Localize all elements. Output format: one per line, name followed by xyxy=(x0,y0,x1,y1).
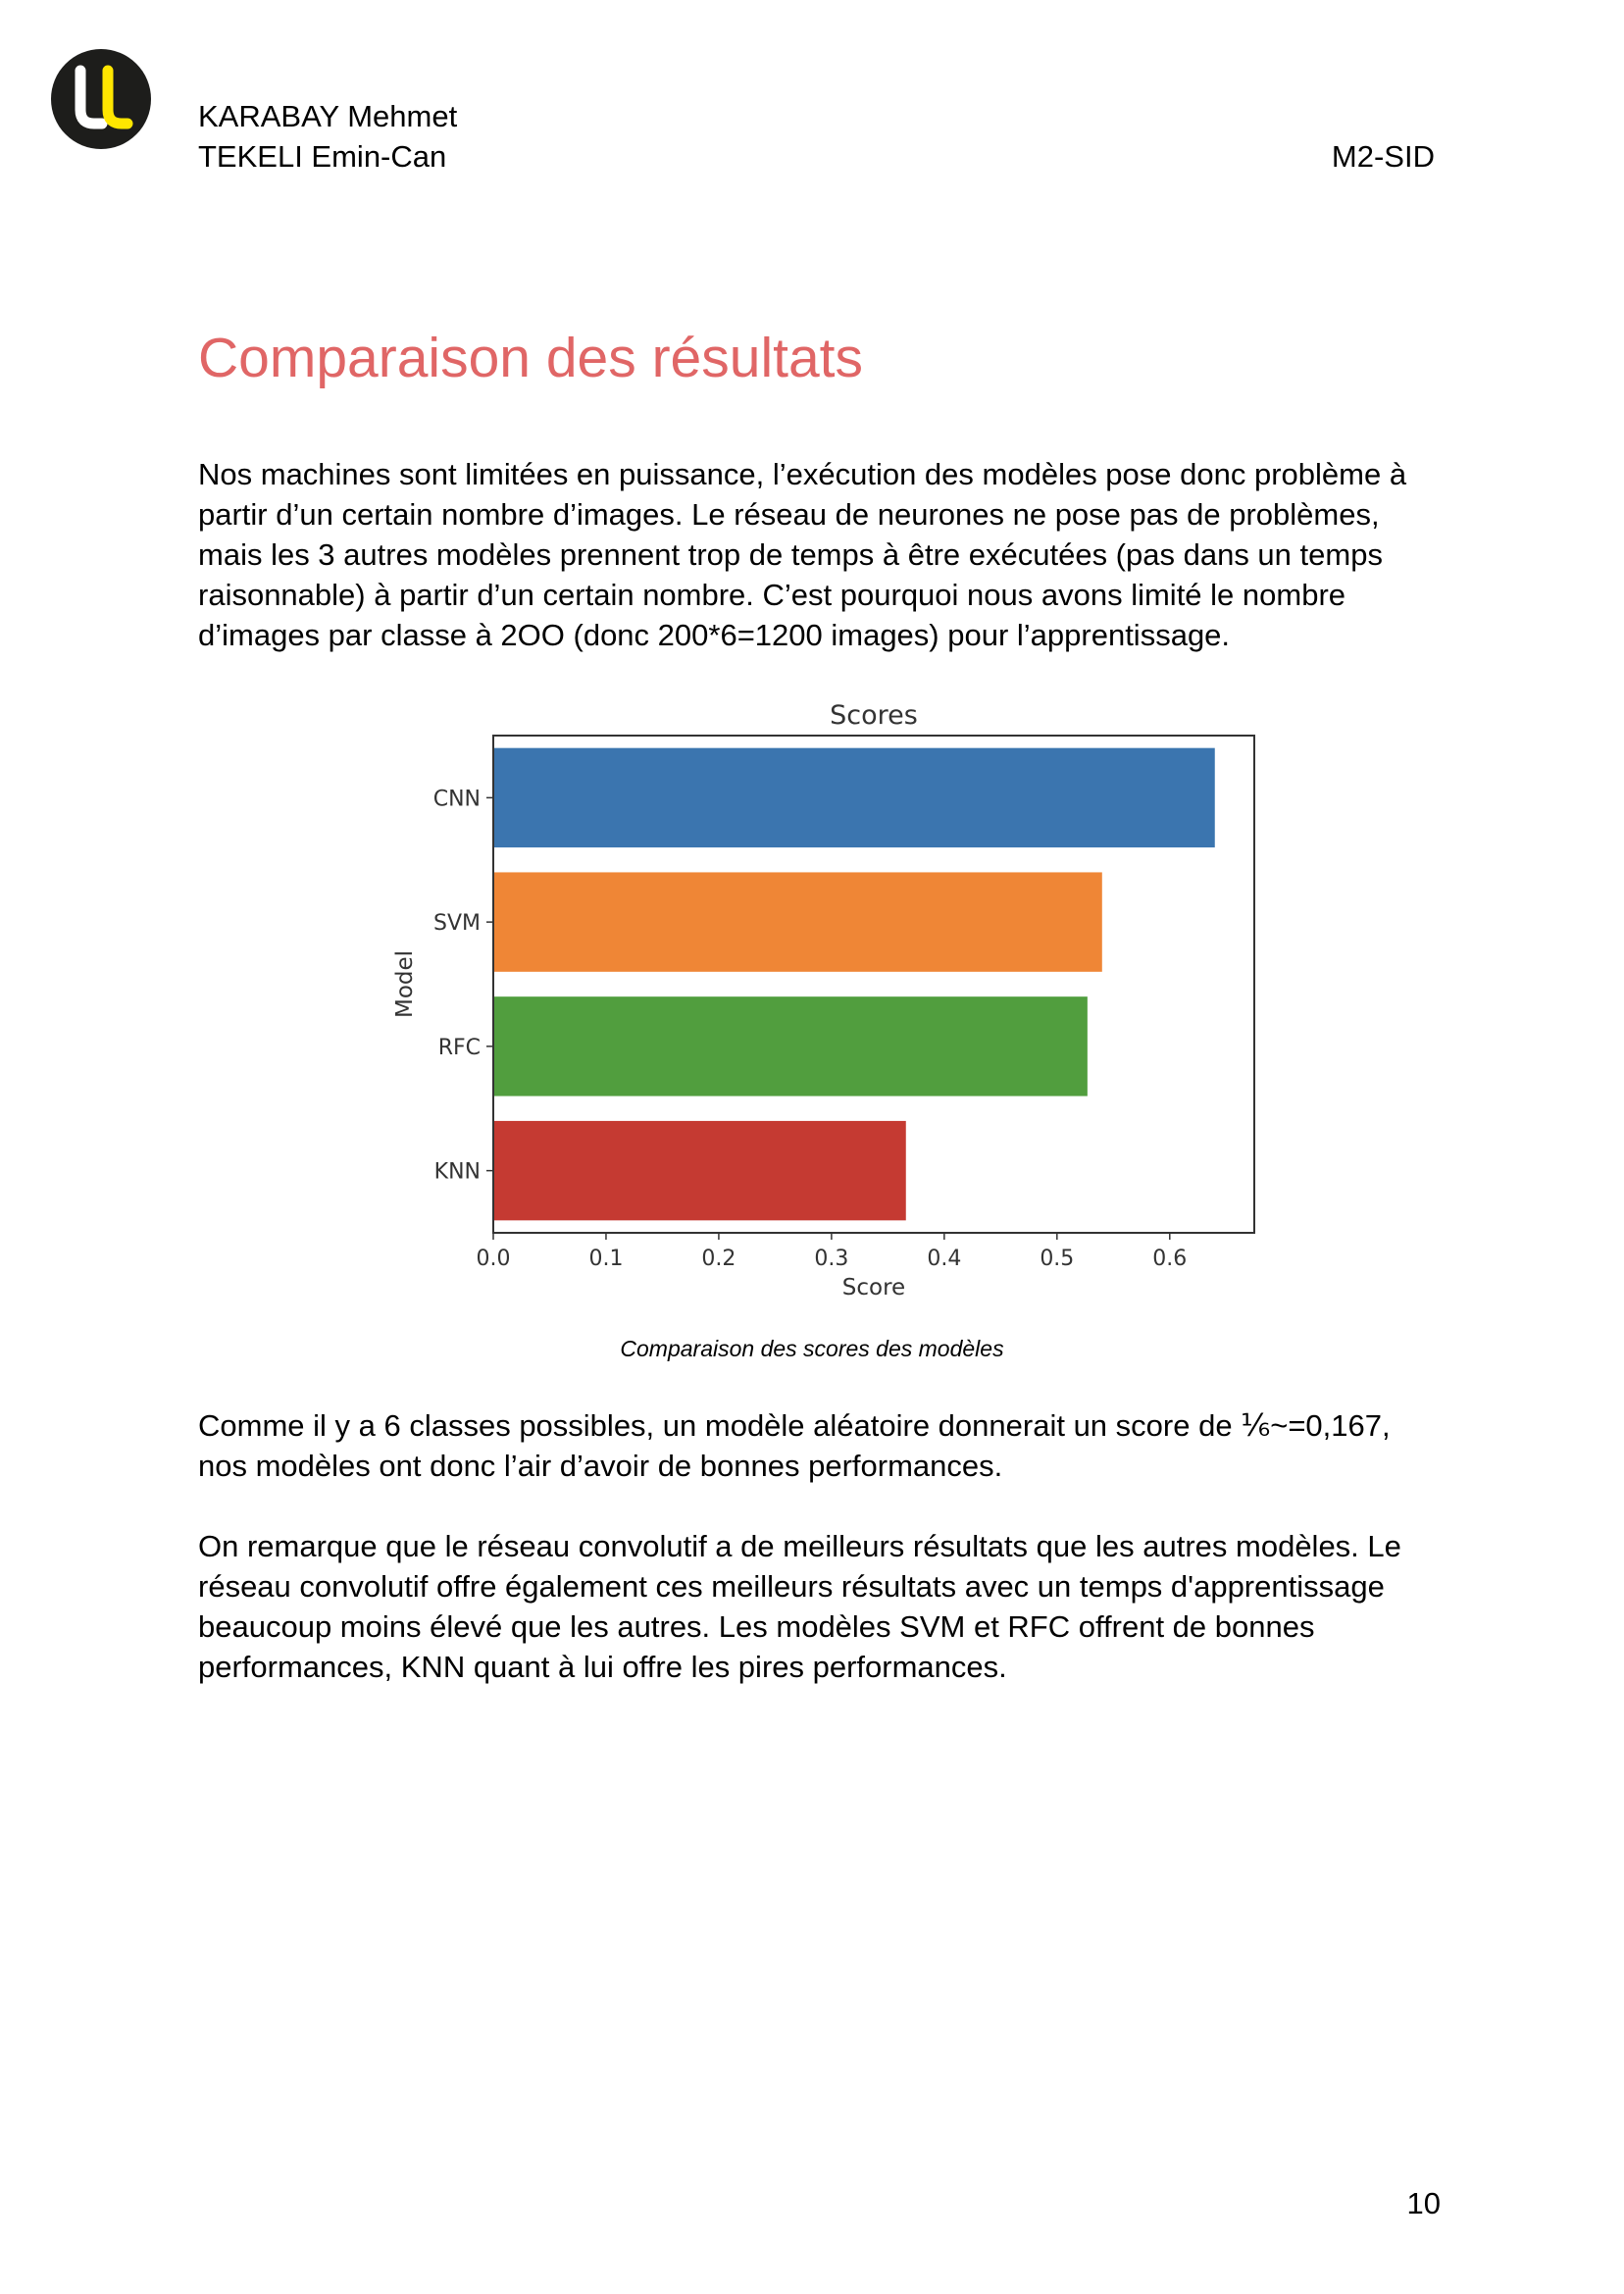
x-tick-label: 0.1 xyxy=(588,1247,623,1271)
y-tick-label: CNN xyxy=(433,787,481,811)
bar-rfc xyxy=(493,996,1088,1096)
bar-knn xyxy=(493,1120,906,1221)
program-label: M2-SID xyxy=(1331,139,1435,174)
y-tick-label: SVM xyxy=(433,911,481,936)
random-baseline-paragraph: Comme il y a 6 classes possibles, un mod… xyxy=(198,1408,1391,1483)
x-tick-label: 0.4 xyxy=(927,1247,961,1271)
plot-frame xyxy=(492,735,1255,1234)
y-tick-label: KNN xyxy=(434,1160,481,1185)
x-tick-label: 0.3 xyxy=(814,1247,848,1271)
figure-caption: Comparaison des scores des modèles xyxy=(620,1336,1004,1361)
x-tick-label: 0.6 xyxy=(1152,1247,1187,1271)
logo-circle-icon xyxy=(51,49,151,149)
logo-letter-u-icon xyxy=(75,65,108,129)
bar-cnn xyxy=(493,747,1215,848)
author-name: KARABAY Mehmet xyxy=(198,99,458,133)
section-title: Comparaison des résultats xyxy=(198,327,863,389)
university-logo xyxy=(51,49,151,149)
y-axis-label: Model xyxy=(392,950,418,1018)
page-number: 10 xyxy=(1406,2186,1441,2220)
chart-title: Scores xyxy=(830,700,918,731)
x-tick-label: 0.5 xyxy=(1040,1247,1074,1271)
conclusion-paragraph: On remarque que le réseau convolutif a d… xyxy=(198,1529,1401,1684)
scores-bar-chart: CNN SVM RFC KNN 0.0 0.1 0.2 0.3 0.4 0.5 0.6 Scores S… xyxy=(392,700,1255,1300)
intro-paragraph: Nos machines sont limitées en puissance,… xyxy=(198,457,1407,652)
x-tick-label: 0.2 xyxy=(701,1247,736,1271)
logo-letter-l-icon xyxy=(102,65,133,129)
y-tick-label: RFC xyxy=(438,1036,481,1060)
bar-svm xyxy=(493,872,1102,972)
x-axis-label: Score xyxy=(842,1275,905,1300)
author-name: TEKELI Emin-Can xyxy=(198,139,447,174)
author-list: KARABAY Mehmet TEKELI Emin-Can xyxy=(198,96,457,177)
x-tick-label: 0.0 xyxy=(477,1247,511,1271)
